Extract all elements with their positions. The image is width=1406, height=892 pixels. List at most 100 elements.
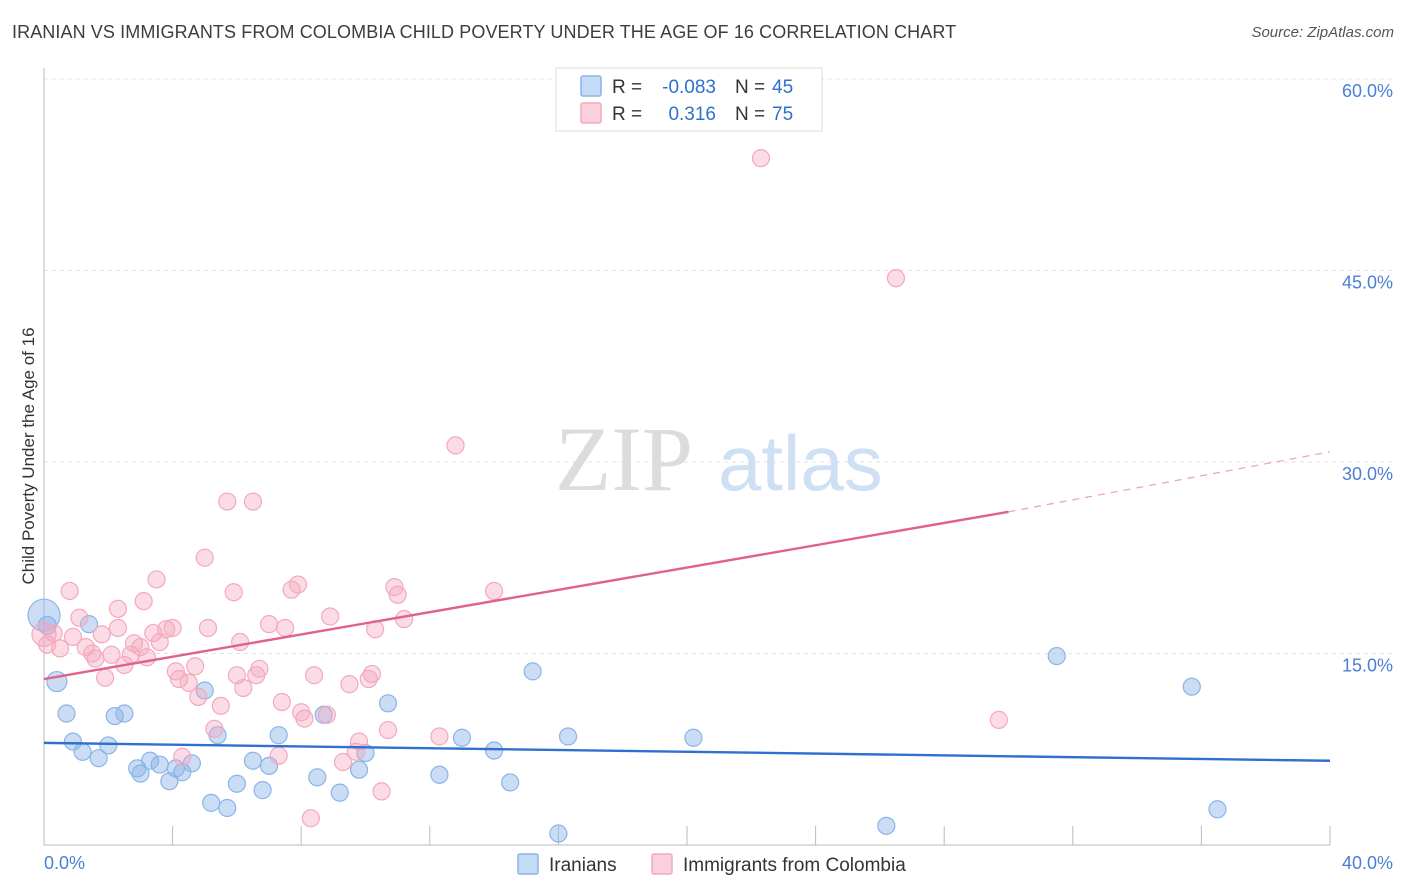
colombia-point bbox=[205, 719, 224, 738]
legend-n-label-1: N = bbox=[735, 77, 765, 98]
trend-lines bbox=[43, 451, 1331, 762]
watermark-atlas: atlas bbox=[718, 419, 883, 507]
colombia-trend-extension bbox=[1008, 451, 1331, 513]
iranians-point bbox=[182, 754, 201, 773]
iranians-point bbox=[430, 765, 449, 784]
y-tick-label: 30.0% bbox=[1342, 464, 1393, 484]
iranians-point bbox=[202, 793, 221, 812]
colombia-point bbox=[189, 687, 208, 707]
legend-r-label-1: R = bbox=[612, 77, 642, 98]
iranians-point bbox=[218, 798, 237, 818]
colombia-point bbox=[169, 669, 189, 689]
x-tick-label-min: 0.0% bbox=[44, 853, 85, 873]
colombia-point bbox=[44, 623, 63, 643]
colombia-point bbox=[179, 673, 198, 692]
iranians-point bbox=[1047, 646, 1066, 666]
colombia-point bbox=[295, 709, 314, 728]
series-colombia bbox=[31, 149, 1008, 828]
colombia-point bbox=[198, 618, 218, 638]
x-tick-label-max: 40.0% bbox=[1342, 853, 1393, 873]
colombia-point bbox=[243, 492, 263, 511]
iranians-point bbox=[269, 726, 288, 745]
colombia-point bbox=[186, 657, 205, 676]
iranians-point bbox=[150, 755, 169, 774]
x-axis-ticks bbox=[172, 826, 1331, 845]
colombia-point bbox=[349, 732, 369, 751]
iranians-point bbox=[243, 751, 263, 770]
colombia-point bbox=[218, 492, 237, 511]
iranians-point bbox=[877, 816, 896, 835]
iranians-point bbox=[501, 773, 520, 792]
iranians-point bbox=[523, 662, 542, 681]
colombia-point bbox=[195, 548, 214, 567]
colombia-point bbox=[388, 585, 407, 604]
iranians-point bbox=[684, 728, 703, 747]
iranians-point bbox=[115, 704, 134, 723]
iranians-point bbox=[253, 781, 272, 800]
iranians-point bbox=[79, 615, 99, 634]
y-tick-label: 15.0% bbox=[1342, 656, 1393, 676]
colombia-point bbox=[394, 609, 414, 629]
iranians-point bbox=[330, 783, 349, 802]
colombia-point bbox=[108, 618, 128, 638]
iranians-point bbox=[99, 736, 118, 755]
colombia-point bbox=[317, 705, 337, 724]
legend-n-label-2: N = bbox=[735, 104, 765, 125]
colombia-point bbox=[157, 620, 176, 639]
colombia-point bbox=[430, 727, 449, 746]
chart-source: Source: ZipAtlas.com bbox=[1251, 24, 1394, 41]
colombia-point bbox=[131, 638, 150, 657]
colombia-point bbox=[250, 659, 269, 678]
colombia-point bbox=[333, 752, 353, 772]
colombia-point bbox=[60, 581, 79, 601]
series-iranians bbox=[27, 598, 1227, 843]
colombia-point bbox=[50, 639, 70, 658]
y-axis-label: Child Poverty Under the Age of 16 bbox=[19, 327, 38, 584]
iranians-point bbox=[1182, 677, 1201, 696]
iranians-trend-line bbox=[43, 741, 1331, 762]
colombia-point bbox=[446, 436, 465, 455]
colombia-point bbox=[83, 644, 102, 663]
watermark-zip: ZIP bbox=[555, 408, 693, 510]
colombia-point bbox=[989, 710, 1008, 729]
series-legend: Iranians Immigrants from Colombia bbox=[517, 853, 906, 876]
legend-r-value-2: 0.316 bbox=[668, 104, 716, 125]
colombia-point bbox=[301, 809, 320, 828]
bottom-legend-swatch-colombia bbox=[651, 853, 673, 875]
colombia-point bbox=[304, 666, 324, 685]
legend-n-value-2: 75 bbox=[772, 104, 793, 125]
colombia-point bbox=[163, 618, 182, 638]
colombia-point bbox=[108, 599, 128, 618]
colombia-point bbox=[269, 746, 288, 765]
colombia-point bbox=[359, 669, 378, 689]
colombia-point bbox=[259, 615, 279, 634]
legend-r-value-1: -0.083 bbox=[662, 77, 716, 98]
colombia-point bbox=[173, 747, 192, 767]
y-tick-label: 45.0% bbox=[1342, 273, 1393, 293]
colombia-point bbox=[70, 608, 89, 627]
colombia-point bbox=[321, 607, 340, 626]
legend-n-value-1: 45 bbox=[772, 77, 793, 98]
legend-swatch-colombia bbox=[580, 102, 602, 124]
iranians-point bbox=[140, 751, 160, 770]
colombia-point bbox=[340, 675, 359, 694]
correlation-legend: R = -0.083 N = 45 R = 0.316 N = 75 bbox=[555, 67, 823, 132]
iranians-point bbox=[308, 768, 327, 787]
iranians-point bbox=[131, 764, 150, 783]
iranians-point bbox=[89, 749, 108, 768]
iranians-point bbox=[349, 760, 369, 779]
colombia-point bbox=[86, 649, 105, 668]
iranians-point bbox=[378, 694, 398, 713]
iranians-point bbox=[485, 741, 504, 760]
iranians-point bbox=[57, 704, 76, 723]
legend-r-label-2: R = bbox=[612, 104, 642, 125]
bottom-legend-label-colombia: Immigrants from Colombia bbox=[683, 855, 906, 876]
colombia-trend-line bbox=[43, 510, 1009, 681]
iranians-point bbox=[356, 743, 375, 763]
colombia-point bbox=[362, 664, 382, 684]
colombia-point bbox=[751, 149, 771, 168]
colombia-point bbox=[102, 645, 121, 664]
bottom-legend-swatch-iranians bbox=[517, 853, 539, 875]
colombia-point bbox=[886, 269, 906, 288]
